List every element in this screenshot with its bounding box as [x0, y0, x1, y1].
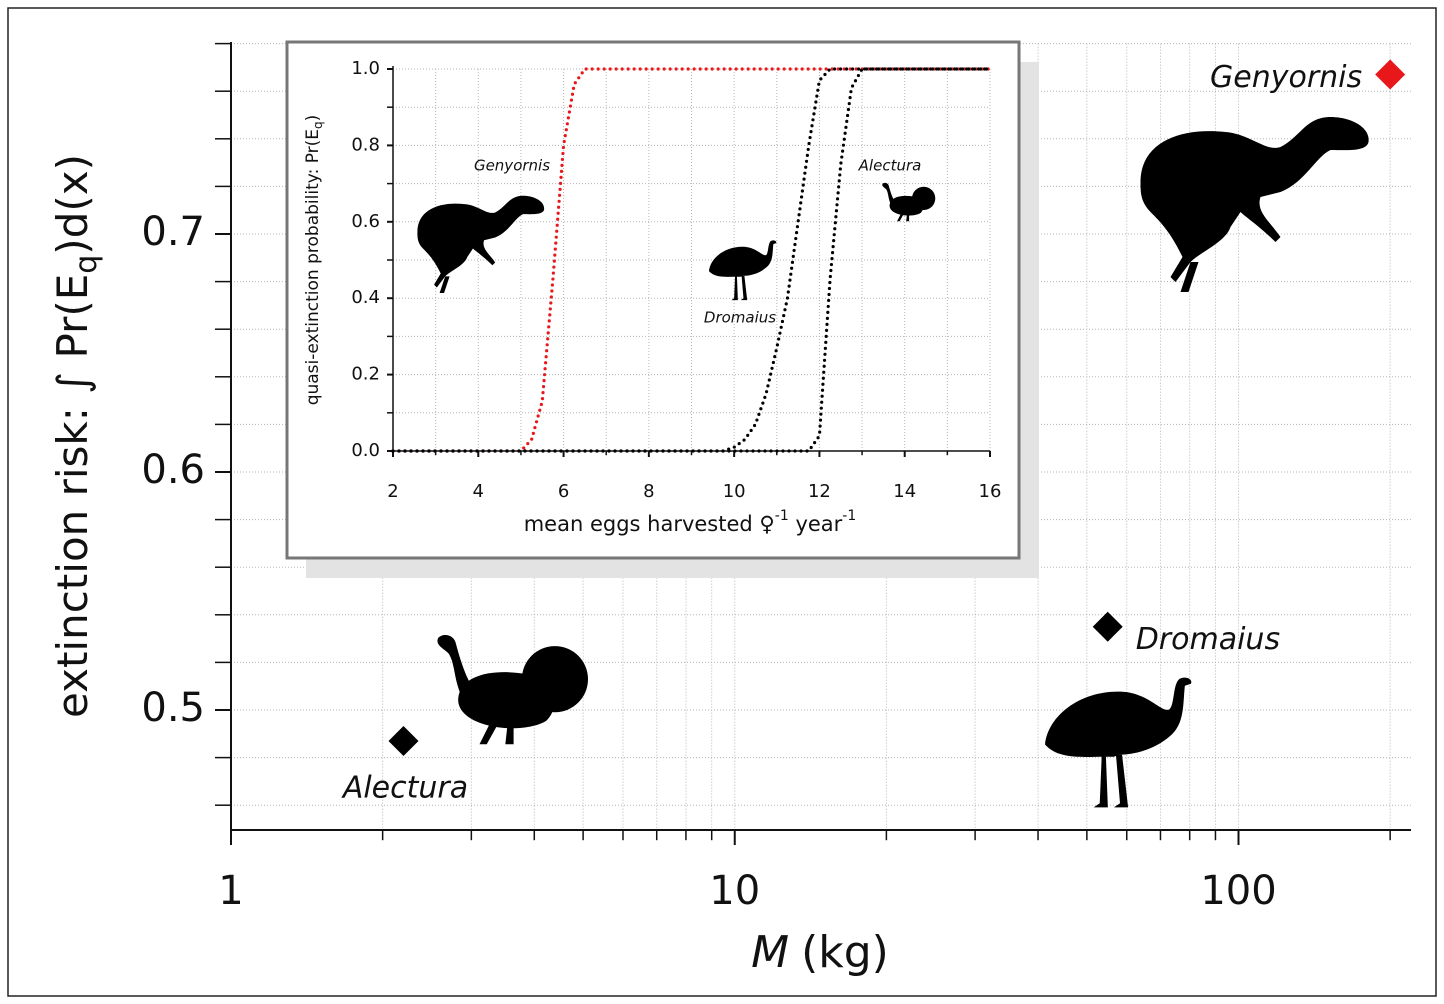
inset: quasi-extinction probability: Pr(Eq) mea… — [285, 40, 1039, 578]
y-tick-label: 0.2 — [351, 364, 380, 385]
inset-x-title-main: mean eggs harvested ♀ — [524, 512, 775, 536]
x-tick-label: 10 — [723, 481, 746, 502]
x-tick-label: 16 — [979, 481, 1002, 502]
y-tick-label: 0.8 — [351, 134, 380, 155]
inset-y-title-main: quasi-extinction probability: Pr(E — [303, 129, 323, 405]
frame — [7, 7, 1437, 997]
y-tick-label: 1.0 — [351, 58, 380, 79]
curve-label: Dromaius — [704, 309, 776, 327]
x-axis-title: M (kg) — [751, 927, 889, 978]
probability-curve — [391, 67, 992, 453]
y-axis-title-end: )d(x) — [48, 154, 97, 255]
series-label: Dromaius — [1136, 622, 1280, 657]
y-tick-label: 0.4 — [351, 287, 380, 308]
inset-x-sup1: -1 — [775, 508, 789, 524]
x-tick-label: 2 — [387, 481, 398, 502]
x-tick-label: 1 — [218, 868, 243, 914]
x-tick-label: 14 — [893, 481, 916, 502]
x-tick-label: 100 — [1200, 868, 1276, 914]
x-tick-label: 12 — [808, 481, 831, 502]
alectura-silhouette — [437, 635, 588, 745]
curve-label: Genyornis — [474, 157, 550, 175]
inset-frame — [285, 40, 1021, 560]
inset-y-title-end: ) — [303, 115, 323, 122]
y-axis-title: extinction risk: ∫ Pr(Eq)d(x) — [48, 154, 104, 718]
inset-y-title: quasi-extinction probability: Pr(Eq) — [303, 115, 325, 406]
data-point — [1092, 611, 1123, 642]
y-axis-title-main: extinction risk: ∫ Pr(E — [48, 274, 97, 718]
y-tick-label: 0.5 — [141, 685, 205, 731]
y-tick-label: 0.7 — [141, 209, 205, 255]
x-tick-label: 6 — [558, 481, 569, 502]
inset-x-mid: year — [789, 512, 843, 536]
inset-x-sup2: -1 — [842, 508, 856, 524]
series-label: Alectura — [341, 770, 468, 805]
series-label: Genyornis — [1210, 60, 1362, 95]
x-axis-var: M — [751, 927, 789, 978]
y-tick-label: 0.6 — [141, 447, 205, 493]
x-axis-unit: (kg) — [801, 927, 889, 978]
dromaius-silhouette — [1045, 677, 1192, 808]
data-point — [388, 725, 419, 756]
y-axis-title-sub: q — [69, 255, 104, 274]
x-tick-label: 8 — [643, 481, 654, 502]
y-tick-label: 0.6 — [351, 211, 380, 232]
inset-y-title-sub: q — [311, 121, 325, 129]
data-point — [1375, 59, 1406, 90]
genyornis-silhouette — [1140, 117, 1369, 292]
inset-x-title: mean eggs harvested ♀-1 year-1 — [524, 508, 857, 536]
main-plot: extinction risk: ∫ Pr(Eq)d(x) M (kg) 1 10 1… — [48, 42, 1411, 978]
x-tick-label: 4 — [473, 481, 484, 502]
x-tick-label: 10 — [709, 868, 760, 914]
y-tick-label: 0.0 — [351, 440, 380, 461]
curve-label: Alectura — [858, 157, 922, 175]
